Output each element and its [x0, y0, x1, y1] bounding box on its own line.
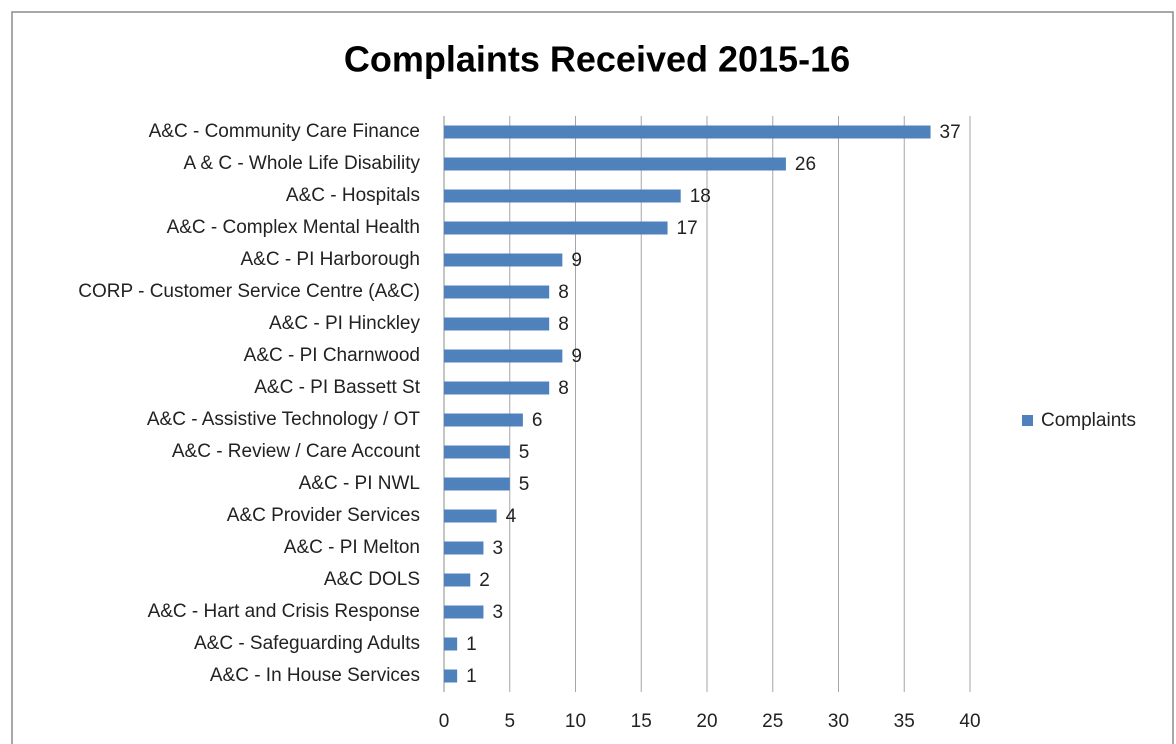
- data-label: 17: [677, 218, 698, 239]
- y-tick-label: A&C DOLS: [324, 569, 420, 590]
- y-tick-label: A&C - PI Harborough: [240, 249, 420, 270]
- data-label: 8: [558, 314, 569, 335]
- data-label: 5: [519, 442, 530, 463]
- data-label: 6: [532, 410, 543, 431]
- bar: [444, 157, 786, 171]
- y-tick-label: A&C - PI Hinckley: [269, 313, 420, 334]
- y-tick-label: A&C Provider Services: [227, 505, 420, 526]
- bar: [444, 573, 471, 587]
- bar: [444, 477, 510, 491]
- chart-title: Complaints Received 2015-16: [344, 39, 850, 80]
- bar: [444, 253, 563, 267]
- x-tick-label: 15: [631, 711, 652, 732]
- y-tick-label: A&C - Review / Care Account: [172, 441, 421, 462]
- legend-swatch: [1022, 415, 1033, 426]
- x-tick-label: 0: [439, 711, 450, 732]
- bar: [444, 125, 931, 139]
- bar: [444, 637, 458, 651]
- y-tick-label: A&C - In House Services: [210, 665, 420, 686]
- bar: [444, 381, 550, 395]
- bar: [444, 413, 523, 427]
- y-tick-label: A & C - Whole Life Disability: [183, 153, 420, 174]
- x-tick-label: 5: [504, 711, 515, 732]
- bar: [444, 349, 563, 363]
- y-tick-label: CORP - Customer Service Centre (A&C): [78, 281, 420, 302]
- data-label: 9: [571, 346, 582, 367]
- bar: [444, 221, 668, 235]
- data-label: 26: [795, 154, 816, 175]
- bar: [444, 445, 510, 459]
- x-tick-label: 40: [959, 711, 980, 732]
- data-label: 18: [690, 186, 711, 207]
- x-tick-label: 10: [565, 711, 586, 732]
- y-tick-label: A&C - PI Charnwood: [244, 345, 420, 366]
- data-label: 2: [479, 570, 490, 591]
- data-label: 4: [506, 506, 517, 527]
- data-label: 5: [519, 474, 530, 495]
- bar: [444, 189, 681, 203]
- x-tick-label: 30: [828, 711, 849, 732]
- bar: [444, 541, 484, 555]
- y-tick-label: A&C - Community Care Finance: [149, 121, 420, 142]
- data-label: 8: [558, 378, 569, 399]
- y-tick-label: A&C - Complex Mental Health: [167, 217, 420, 238]
- y-tick-label: A&C - PI NWL: [299, 473, 420, 494]
- y-tick-label: A&C - Hart and Crisis Response: [148, 601, 420, 622]
- x-tick-label: 35: [894, 711, 915, 732]
- chart-border: [11, 11, 1174, 744]
- y-tick-label: A&C - Safeguarding Adults: [194, 633, 420, 654]
- x-tick-label: 20: [696, 711, 717, 732]
- data-label: 1: [466, 666, 477, 687]
- bar: [444, 669, 458, 683]
- x-tick-label: 25: [762, 711, 783, 732]
- y-tick-label: A&C - Assistive Technology / OT: [147, 409, 421, 430]
- data-label: 8: [558, 282, 569, 303]
- y-tick-label: A&C - Hospitals: [286, 185, 420, 206]
- y-tick-label: A&C - PI Melton: [284, 537, 420, 558]
- bar: [444, 605, 484, 619]
- data-label: 37: [940, 122, 961, 143]
- data-label: 1: [466, 634, 477, 655]
- bar: [444, 317, 550, 331]
- bar: [444, 509, 497, 523]
- data-label: 3: [492, 538, 503, 559]
- bar: [444, 285, 550, 299]
- data-label: 3: [492, 602, 503, 623]
- y-tick-label: A&C - PI Bassett St: [254, 377, 420, 398]
- legend-label: Complaints: [1041, 410, 1136, 431]
- data-label: 9: [571, 250, 582, 271]
